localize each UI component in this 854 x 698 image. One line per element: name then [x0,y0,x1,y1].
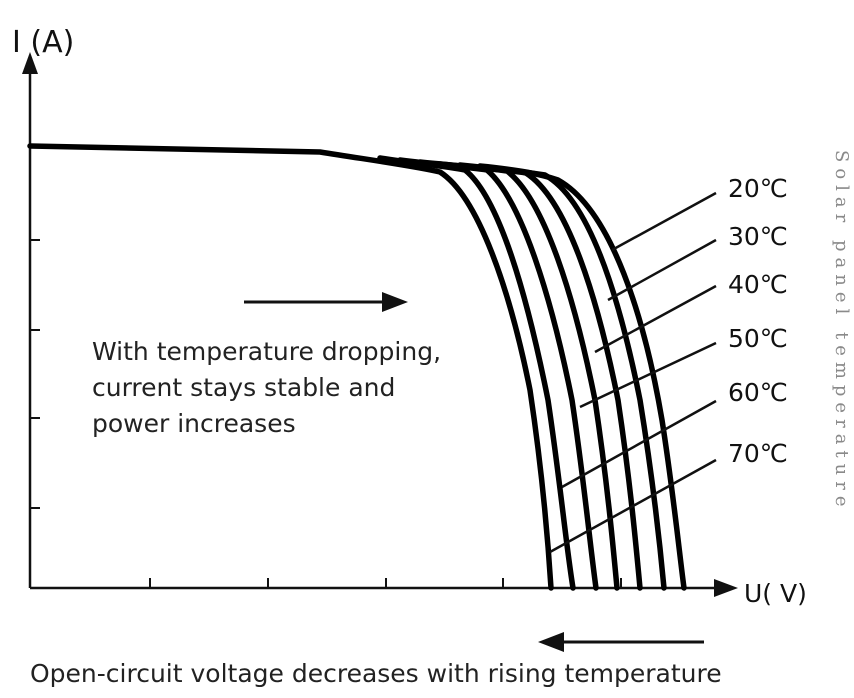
series-label: 30℃ [728,222,788,251]
series-label: 50℃ [728,324,788,353]
annotation-line: With temperature dropping, [92,337,442,366]
x-axis-arrow-icon [714,579,738,597]
annotation-line: current stays stable and [92,373,396,402]
leader-line-50c [579,341,717,409]
series-label: 70℃ [728,439,788,468]
left-arrow-head-icon [538,632,564,652]
series-label: 60℃ [728,378,788,407]
x-axis-title: U( V) [744,579,807,608]
right-arrow-head-icon [382,292,408,312]
leader-line-30c [607,238,717,302]
y-axis-arrow-icon [22,52,38,74]
curve-extra [477,163,687,591]
curves [27,143,687,591]
center-annotation: With temperature dropping, current stays… [92,334,441,442]
bottom-annotation: Open-circuit voltage decreases with risi… [30,659,722,688]
temperature-labels: 20℃ 30℃ 40℃ 50℃ 60℃ 70℃ [728,174,788,468]
curve-70c [27,143,554,591]
leader-line-20c [611,191,717,252]
leader-line-60c [561,399,717,489]
y-ticks [30,239,40,509]
series-label: 40℃ [728,270,788,299]
leader-line-70c [549,458,717,554]
leader-line-40c [594,284,717,354]
x-ticks [149,578,622,588]
annotation-line: power increases [92,409,296,438]
legend-title-vertical: Solar panel temperature [831,150,852,513]
leader-lines [549,191,717,554]
y-axis-title: I (A) [12,25,74,60]
series-label: 20℃ [728,174,788,203]
